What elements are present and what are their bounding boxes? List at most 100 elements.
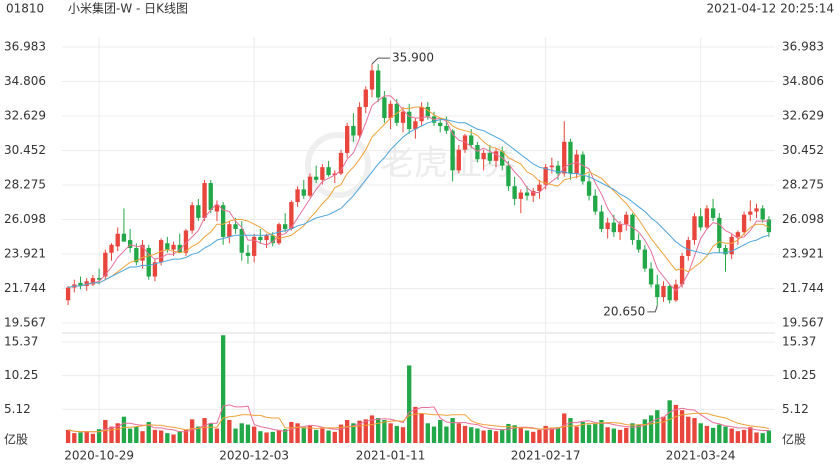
volume-bar: [127, 428, 133, 443]
volume-bar: [196, 426, 201, 443]
volume-bar: [630, 423, 635, 443]
candle-body: [295, 189, 300, 203]
volume-bar: [692, 418, 697, 443]
candle-body: [258, 236, 263, 241]
candle-body: [611, 222, 617, 233]
candle-body: [624, 214, 629, 225]
volume-bar: [158, 430, 164, 443]
candle-body: [754, 208, 759, 212]
annotation-leader: [371, 57, 390, 65]
candle-body: [456, 149, 461, 171]
volume-bar: [593, 423, 598, 443]
volume-bar: [233, 428, 238, 443]
y-tick-label: 30.452: [4, 143, 46, 157]
ma-line: [67, 119, 770, 289]
candle-body: [345, 125, 350, 153]
chart-title: 小米集团-W - 日K线图: [68, 1, 188, 16]
candle-body: [103, 252, 108, 277]
volume-bar: [65, 429, 71, 443]
candle-body: [593, 195, 598, 212]
candle-body: [679, 255, 685, 285]
volume-bar: [512, 425, 517, 443]
candle-body: [450, 130, 455, 171]
volume-bar: [469, 427, 474, 443]
candle-body: [78, 282, 83, 287]
x-tick-label: 2021-03-24: [666, 449, 736, 463]
candle-body: [549, 165, 555, 168]
volume-bar: [438, 420, 443, 443]
y-tick-label-right: 26.098: [782, 212, 824, 226]
candle-body: [332, 173, 337, 176]
y-tick-label: 28.275: [4, 178, 46, 192]
volume-bar: [624, 427, 629, 443]
annotation: 35.900: [392, 51, 434, 65]
volume-bar: [754, 432, 759, 443]
volume-bar: [741, 429, 747, 443]
volume-bar: [586, 424, 592, 443]
volume-bar: [239, 423, 244, 443]
candle-body: [444, 125, 449, 131]
volume-bar: [332, 431, 337, 443]
candle-body: [264, 235, 269, 241]
volume-bar: [134, 426, 139, 443]
candle-body: [96, 278, 102, 280]
y-tick-label-right: 30.452: [782, 143, 824, 157]
volume-bar: [611, 428, 617, 443]
volume-bar: [78, 432, 83, 443]
volume-bar: [369, 415, 375, 443]
volume-bar: [580, 421, 586, 443]
y-tick-label-right: 34.806: [782, 74, 824, 88]
volume-bar: [220, 335, 226, 443]
candle-body: [760, 208, 765, 220]
volume-tick-label: 5.12: [4, 402, 31, 416]
volume-bar: [400, 427, 406, 443]
candle-body: [382, 97, 387, 119]
volume-bar: [444, 426, 449, 443]
candle-body: [500, 151, 505, 166]
candle-body: [741, 214, 747, 233]
volume-bar: [425, 423, 430, 443]
ma-line: [67, 106, 770, 289]
volume-tick-label-right: 5.12: [782, 402, 809, 416]
volume-bar: [419, 413, 424, 443]
y-tick-label: 19.567: [4, 316, 46, 330]
volume-bar: [345, 420, 350, 443]
candle-body: [413, 121, 418, 130]
candle-body: [314, 176, 319, 180]
volume-bar: [524, 430, 530, 443]
candle-body: [698, 216, 703, 228]
volume-bar: [245, 424, 251, 443]
candle-body: [481, 152, 486, 160]
volume-bar: [165, 433, 170, 443]
candle-body: [518, 192, 523, 199]
volume-bar: [121, 416, 127, 443]
candle-body: [717, 217, 722, 248]
y-tick-label: 26.098: [4, 212, 46, 226]
candle-body: [438, 122, 443, 126]
volume-bar: [413, 406, 418, 443]
volume-tick-label: 10.25: [4, 368, 38, 382]
volume-bar: [537, 429, 542, 443]
volume-bar: [698, 423, 703, 443]
candle-body: [363, 89, 368, 107]
volume-bar: [605, 427, 610, 443]
candle-body: [245, 252, 251, 256]
volume-bar: [189, 419, 195, 443]
candle-body: [580, 154, 586, 182]
volume-bar: [115, 423, 120, 443]
candle-body: [599, 211, 604, 229]
candle-body: [376, 70, 381, 98]
volume-bar: [307, 425, 313, 443]
volume-bar: [543, 425, 548, 443]
volume-bar: [568, 418, 573, 443]
candle-body: [109, 244, 114, 253]
volume-bar: [214, 428, 220, 443]
volume-bar: [475, 428, 480, 443]
volume-bar: [171, 434, 176, 443]
volume-bar: [704, 425, 710, 443]
y-tick-label-right: 28.275: [782, 178, 824, 192]
volume-bar: [710, 427, 716, 443]
volume-bar: [96, 429, 102, 443]
candle-body: [661, 286, 666, 298]
